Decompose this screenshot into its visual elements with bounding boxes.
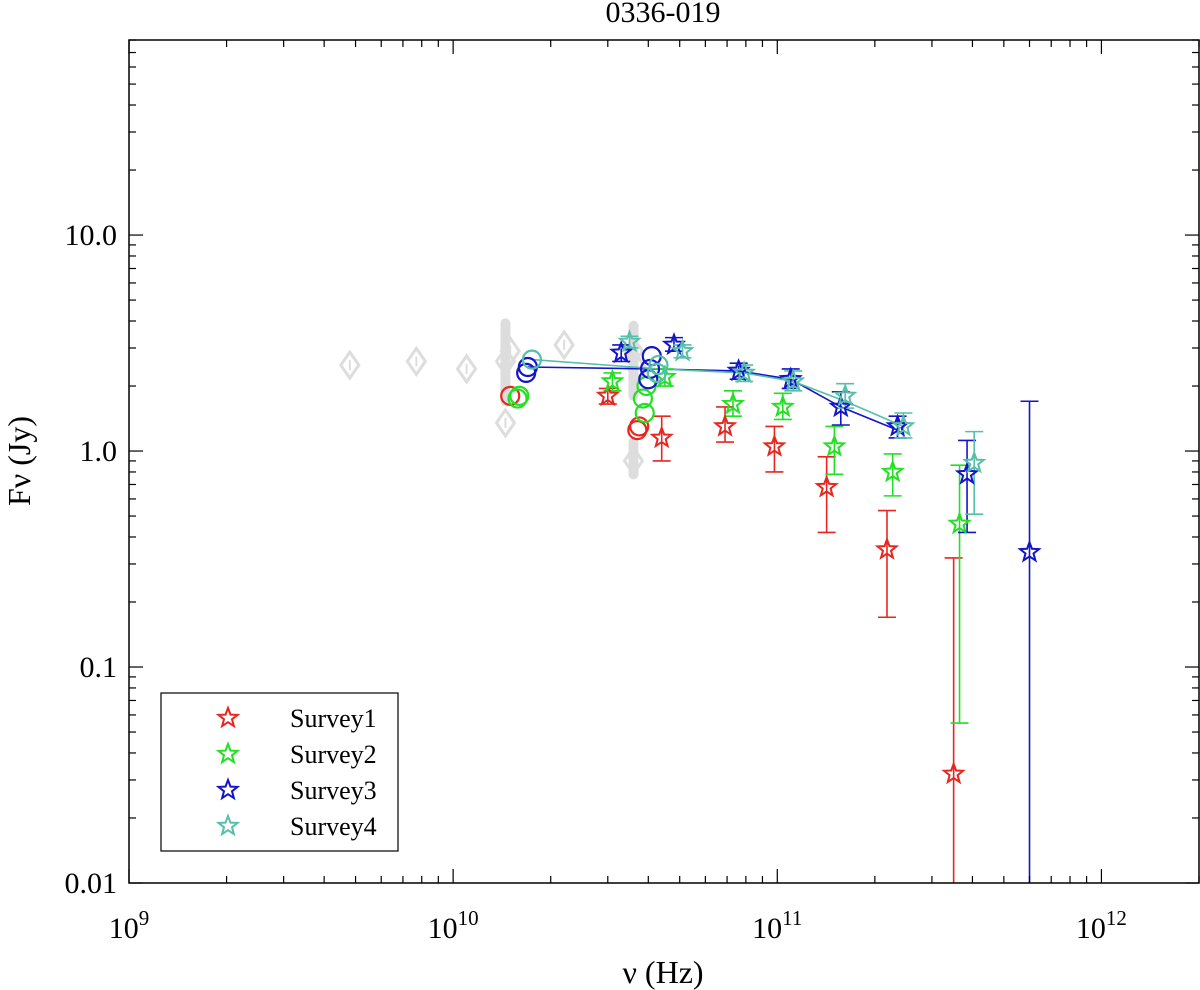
legend-marker-survey3 (215, 777, 241, 801)
survey3-line (527, 366, 898, 431)
survey4-star-marker (832, 383, 858, 407)
y-tick-label: 0.01 (65, 867, 118, 900)
y-axis-label: Fν (Jy) (1, 416, 37, 506)
archival-diamond-marker (405, 345, 428, 378)
survey4-star-marker (891, 413, 916, 437)
legend-label-survey4: Survey4 (290, 812, 377, 841)
legend-marker-survey2 (215, 741, 241, 765)
x-tick-label: 1012 (1076, 906, 1127, 945)
survey2-star-marker (720, 391, 746, 415)
survey3-star-marker (954, 461, 980, 485)
survey1-star-marker (762, 433, 787, 457)
survey4-circle-marker (646, 362, 667, 384)
survey2-circle-marker (632, 388, 654, 409)
y-tick-label: 10.0 (65, 219, 118, 252)
survey2-star-marker (947, 511, 972, 535)
legend-label-survey2: Survey2 (290, 740, 377, 769)
survey2-star-marker (770, 394, 796, 418)
survey2-star-marker (600, 368, 625, 392)
survey1-star-marker (712, 413, 738, 437)
survey1-star-marker (874, 536, 900, 560)
survey3-star-marker (828, 394, 854, 418)
archival-diamond-marker (455, 353, 478, 385)
legend-marker-survey4 (215, 813, 241, 837)
survey2-circle-marker (509, 385, 530, 407)
archival-diamond-marker (553, 329, 575, 361)
survey2-star-marker (822, 433, 847, 457)
legend: Survey1 Survey2 Survey3 Survey4 (160, 692, 399, 852)
x-tick-labels: 109 1010 1011 1012 (109, 906, 1127, 945)
legend-label-survey3: Survey3 (290, 776, 377, 805)
legend-label-survey1: Survey1 (290, 704, 377, 733)
survey1-star-marker (595, 383, 621, 407)
archival-diamond-marker (494, 345, 517, 378)
archival-diamond-marker (622, 445, 645, 477)
survey4-star-marker (961, 450, 987, 474)
chart-title: 0336-019 (606, 0, 721, 29)
archival-diamond-marker (338, 349, 361, 381)
legend-marker-survey1 (215, 705, 241, 729)
survey4-circle-marker (648, 354, 669, 376)
series-lines-layer (527, 358, 904, 431)
y-tick-labels: 0.01 0.1 1.0 10.0 (65, 219, 118, 900)
x-tick-label: 109 (109, 906, 150, 945)
survey4-line (531, 358, 904, 428)
y-tick-label: 0.1 (80, 651, 118, 684)
legend-box (160, 692, 399, 852)
x-tick-label: 1010 (428, 906, 479, 945)
survey4-circle-marker (521, 349, 543, 370)
x-axis-label: ν (Hz) (622, 954, 703, 990)
survey4-star-marker (780, 368, 806, 392)
survey1-star-marker (814, 474, 839, 498)
archival-diamond-marker (499, 335, 522, 367)
survey3-circle-marker (516, 362, 537, 384)
survey4-star-marker (617, 329, 642, 353)
axis-ticks (128, 39, 1200, 884)
survey1-star-marker (649, 425, 674, 449)
archival-data-layer (338, 318, 649, 480)
survey1-circle-marker (627, 420, 648, 441)
survey1-star-marker (941, 761, 966, 785)
survey2-star-marker (880, 459, 905, 483)
y-tick-label: 1.0 (80, 435, 118, 468)
archival-diamond-marker (494, 407, 517, 439)
survey2-circle-marker (634, 402, 655, 424)
survey4-star-marker (731, 360, 757, 384)
survey3-star-marker (608, 339, 634, 364)
survey3-star-marker (778, 366, 803, 390)
survey3-star-marker (1017, 539, 1042, 563)
survey4-star-marker (670, 338, 695, 362)
markers-layer (500, 329, 1042, 785)
x-tick-label: 1011 (752, 906, 802, 945)
survey2-circle-marker (507, 388, 528, 409)
